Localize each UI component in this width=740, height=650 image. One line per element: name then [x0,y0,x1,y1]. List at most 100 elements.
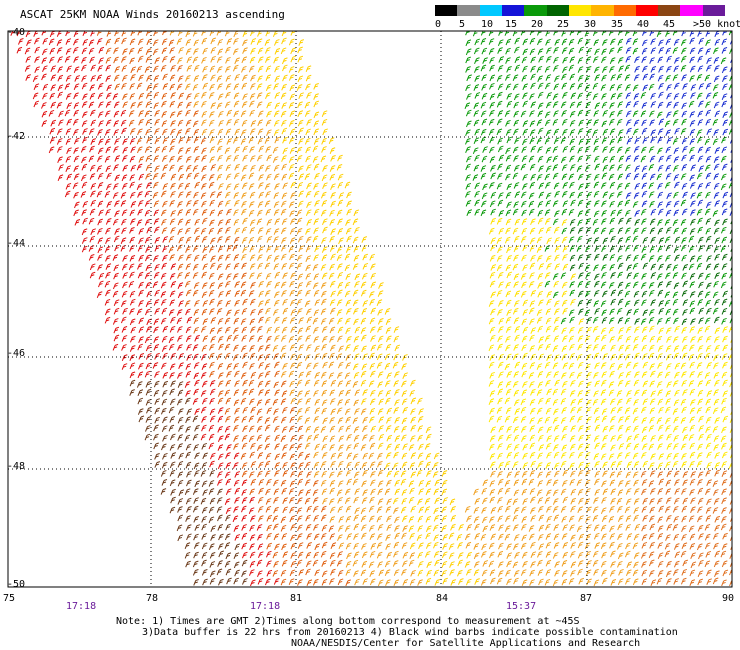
wind-barb [593,300,600,307]
wind-barb [280,569,287,577]
wind-barb [690,200,696,208]
wind-barb [257,137,264,145]
wind-barb [361,551,368,559]
wind-barb [265,505,272,513]
wind-barb [113,307,120,315]
wind-barb [640,110,647,118]
wind-barb [112,290,119,298]
wind-barb [248,415,255,423]
wind-barb [297,497,303,504]
wind-barb [529,579,535,586]
wind-barb [586,506,592,514]
wind-barb [674,389,680,397]
wind-barb [168,309,175,316]
wind-barb [713,280,719,288]
wind-barb [513,543,519,550]
wind-barb [513,110,519,118]
wind-barb [178,136,184,144]
wind-barb [208,289,215,297]
wind-barb [641,389,648,397]
wind-barb [249,534,256,541]
wind-barb [210,237,216,245]
wind-barb [242,154,248,162]
wind-barb [224,542,231,549]
wind-barb [569,443,576,451]
wind-barb [490,237,497,244]
wind-barb [320,514,327,522]
wind-barb [266,542,272,550]
wind-barb [489,280,496,288]
wind-barb [264,299,271,306]
wind-barb [297,235,304,243]
wind-barb [224,471,231,479]
wind-barb [522,138,528,146]
wind-barb [504,533,511,541]
wind-barb [256,326,263,333]
wind-barb [162,164,168,171]
wind-barb [145,362,152,370]
wind-barb [361,543,367,550]
wind-barb [625,442,632,450]
wind-barb [122,281,128,289]
wind-barb [73,128,79,136]
wind-barb [385,543,391,550]
wind-barb [481,83,487,91]
wind-barb [529,129,536,136]
wind-barb [650,299,656,306]
wind-barb [730,545,732,550]
wind-barb [720,183,727,191]
wind-barb [344,181,351,189]
wind-barb [633,443,640,451]
wind-barb [162,325,169,333]
wind-barb [610,74,616,81]
wind-barb [520,406,527,414]
wind-barb [680,417,687,424]
wind-barb [321,399,328,407]
wind-barb [497,550,504,558]
wind-barb [281,263,287,270]
wind-barb [280,479,287,487]
wind-barb [657,255,663,262]
wind-barb [273,192,280,199]
wind-barb [42,37,49,45]
wind-barb [98,57,104,64]
wind-barb [121,263,128,271]
wind-barb [338,390,345,397]
wind-barb [602,156,609,163]
wind-barb [610,550,616,558]
wind-barb [16,31,22,37]
wind-barb [634,219,640,226]
wind-barb [698,83,705,90]
wind-barb [569,390,576,397]
wind-barb [489,435,496,442]
wind-barb [562,200,569,208]
wind-barb [353,514,359,522]
wind-barb [522,100,529,108]
wind-barb [89,208,96,216]
wind-barb [360,569,367,577]
wind-barb [393,407,399,414]
wind-barb [65,38,72,45]
wind-barb [233,172,240,180]
wind-barb [514,46,520,54]
wind-barb [265,272,272,280]
wind-barb [153,318,160,326]
wind-barb [152,39,159,47]
wind-barb [162,434,168,442]
wind-barb [266,245,272,253]
wind-barb [218,110,224,118]
wind-barb [329,147,336,154]
wind-barb [537,569,544,576]
wind-barb [688,235,695,243]
wind-barb [561,299,568,307]
wind-barb [666,137,673,144]
wind-barb [593,173,600,181]
wind-barb [201,236,208,243]
wind-barb [432,471,439,478]
wind-barb [73,209,79,217]
wind-barb [232,515,239,523]
wind-barb [721,47,728,54]
wind-barb [641,426,648,434]
wind-barb [648,425,655,432]
wind-barb [145,92,152,99]
